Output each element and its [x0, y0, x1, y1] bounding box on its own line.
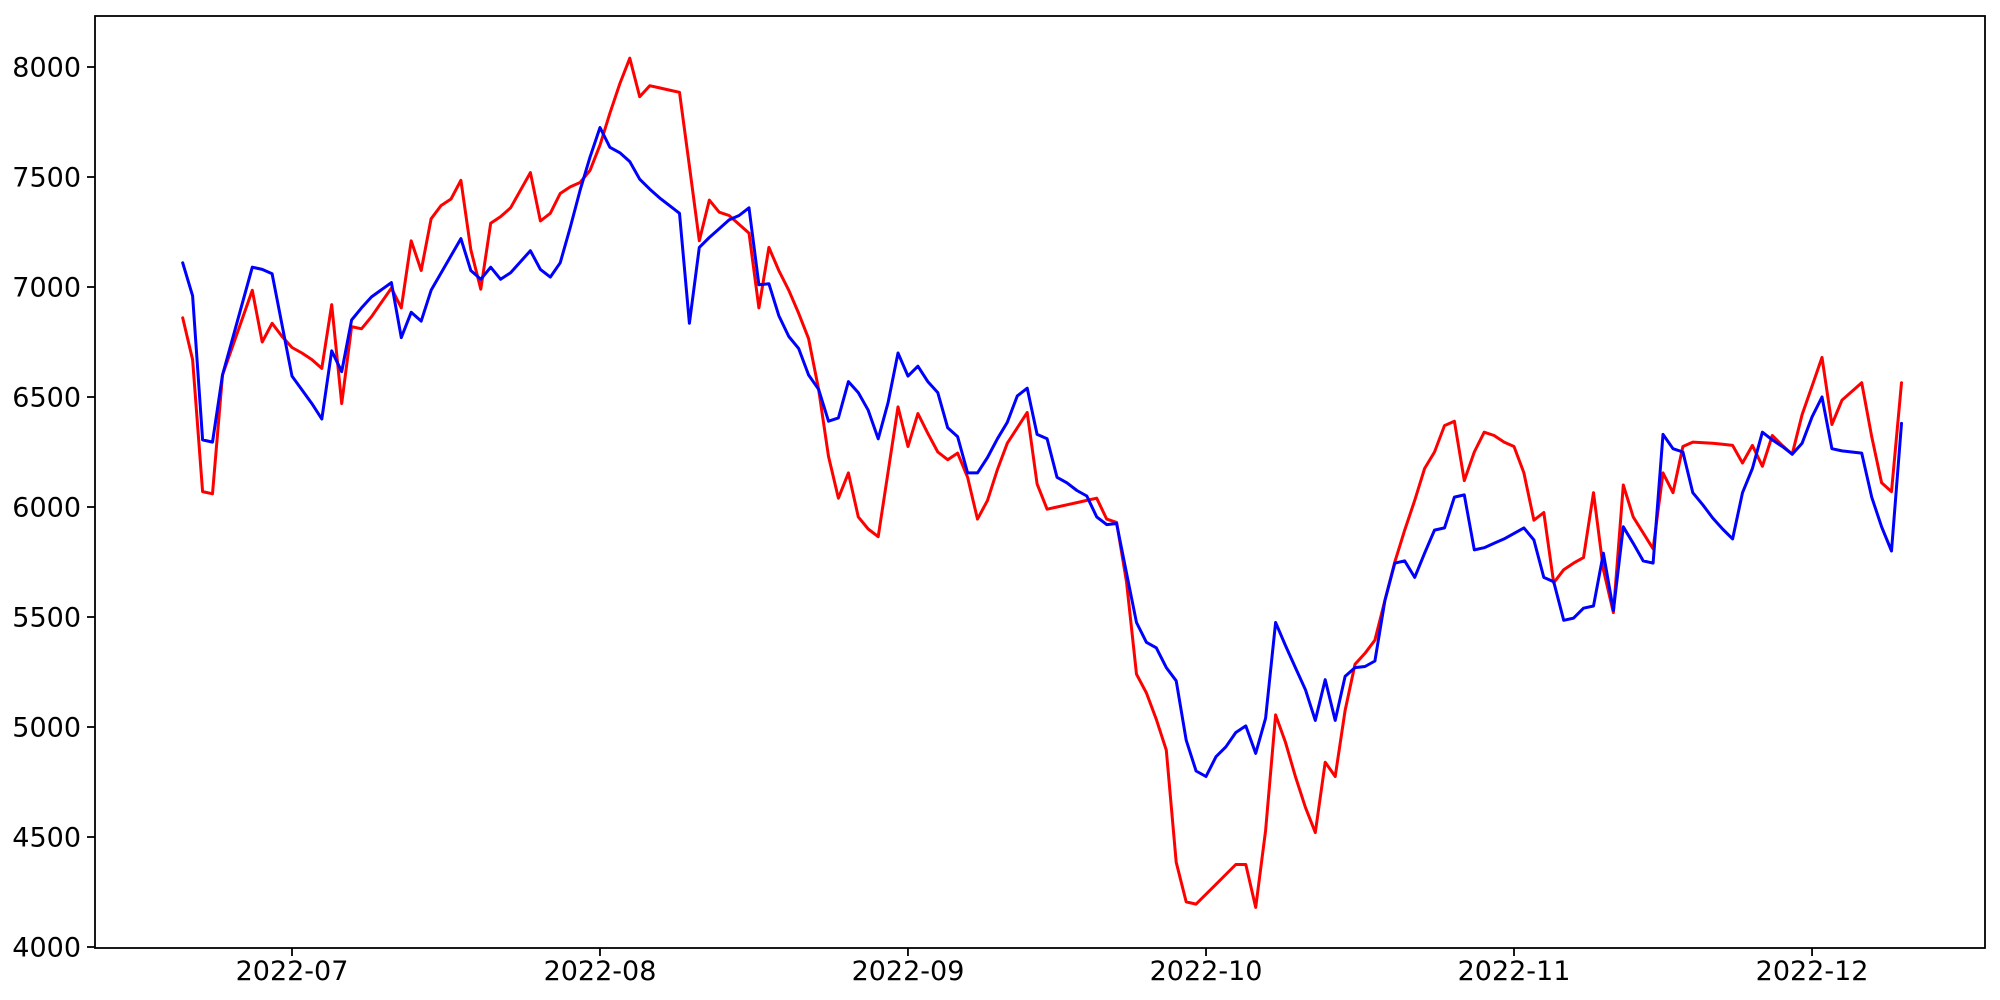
series-group — [181, 56, 1903, 909]
x-tick-label: 2022-12 — [1756, 956, 1869, 987]
series-red-line — [181, 56, 1903, 909]
x-tick-label: 2022-08 — [544, 956, 657, 987]
x-axis: 2022-07 2022-08 2022-09 2022-10 2022-11 2022-… — [236, 948, 1869, 987]
x-tick-label: 2022-11 — [1458, 956, 1571, 987]
y-tick-label: 4500 — [12, 823, 81, 854]
series-blue-line — [181, 126, 1903, 778]
y-tick-label: 5500 — [12, 603, 81, 634]
y-tick-label: 6500 — [12, 383, 81, 414]
x-tick-label: 2022-07 — [236, 956, 349, 987]
x-tick-label: 2022-09 — [852, 956, 965, 987]
y-tick-label: 6000 — [12, 493, 81, 524]
y-axis: 4000 4500 5000 5500 6000 6500 7000 7500 8000 — [12, 53, 95, 964]
y-tick-label: 7000 — [12, 273, 81, 304]
plot-border — [94, 15, 1986, 949]
x-tick-label: 2022-10 — [1150, 956, 1263, 987]
y-tick-label: 5000 — [12, 713, 81, 744]
y-tick-label: 7500 — [12, 163, 81, 194]
y-tick-label: 4000 — [12, 933, 81, 964]
y-tick-label: 8000 — [12, 53, 81, 84]
